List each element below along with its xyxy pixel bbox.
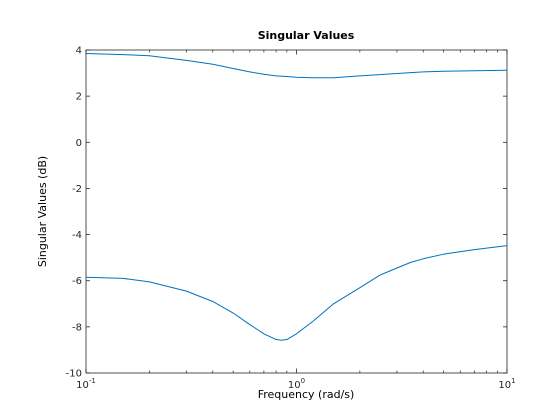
x-tick-label: 100 bbox=[288, 377, 305, 391]
y-tick-label: 2 bbox=[76, 92, 82, 103]
series-line-1 bbox=[85, 52, 508, 79]
chart-title: Singular Values bbox=[258, 29, 355, 42]
x-tick-exponent: 0 bbox=[301, 377, 305, 385]
x-tick-label: 101 bbox=[498, 377, 515, 391]
y-tick-label: -6 bbox=[72, 276, 82, 287]
x-tick-base: 10 bbox=[76, 380, 89, 391]
series-layer bbox=[85, 52, 508, 341]
x-axis: 10-1 100 101 bbox=[76, 50, 516, 391]
series-line-2 bbox=[85, 245, 508, 341]
x-axis-label: Frequency (rad/s) bbox=[258, 388, 355, 401]
x-tick-exponent: 1 bbox=[511, 377, 515, 385]
y-axis: 4 2 0 -2 -4 -6 -8 -10 bbox=[66, 46, 507, 380]
y-tick-label: -4 bbox=[72, 230, 82, 241]
x-tick-base: 10 bbox=[498, 380, 511, 391]
y-tick-label: -8 bbox=[72, 322, 82, 333]
x-tick-base: 10 bbox=[288, 380, 301, 391]
y-tick-label: 4 bbox=[76, 46, 82, 57]
x-tick-label: 10-1 bbox=[76, 377, 96, 391]
plot-area bbox=[85, 49, 508, 374]
y-tick-label: -10 bbox=[66, 369, 82, 380]
y-tick-label: -2 bbox=[72, 184, 82, 195]
x-tick-exponent: -1 bbox=[89, 377, 96, 385]
y-tick-label: 0 bbox=[76, 138, 82, 149]
y-axis-label: Singular Values (dB) bbox=[36, 156, 49, 267]
